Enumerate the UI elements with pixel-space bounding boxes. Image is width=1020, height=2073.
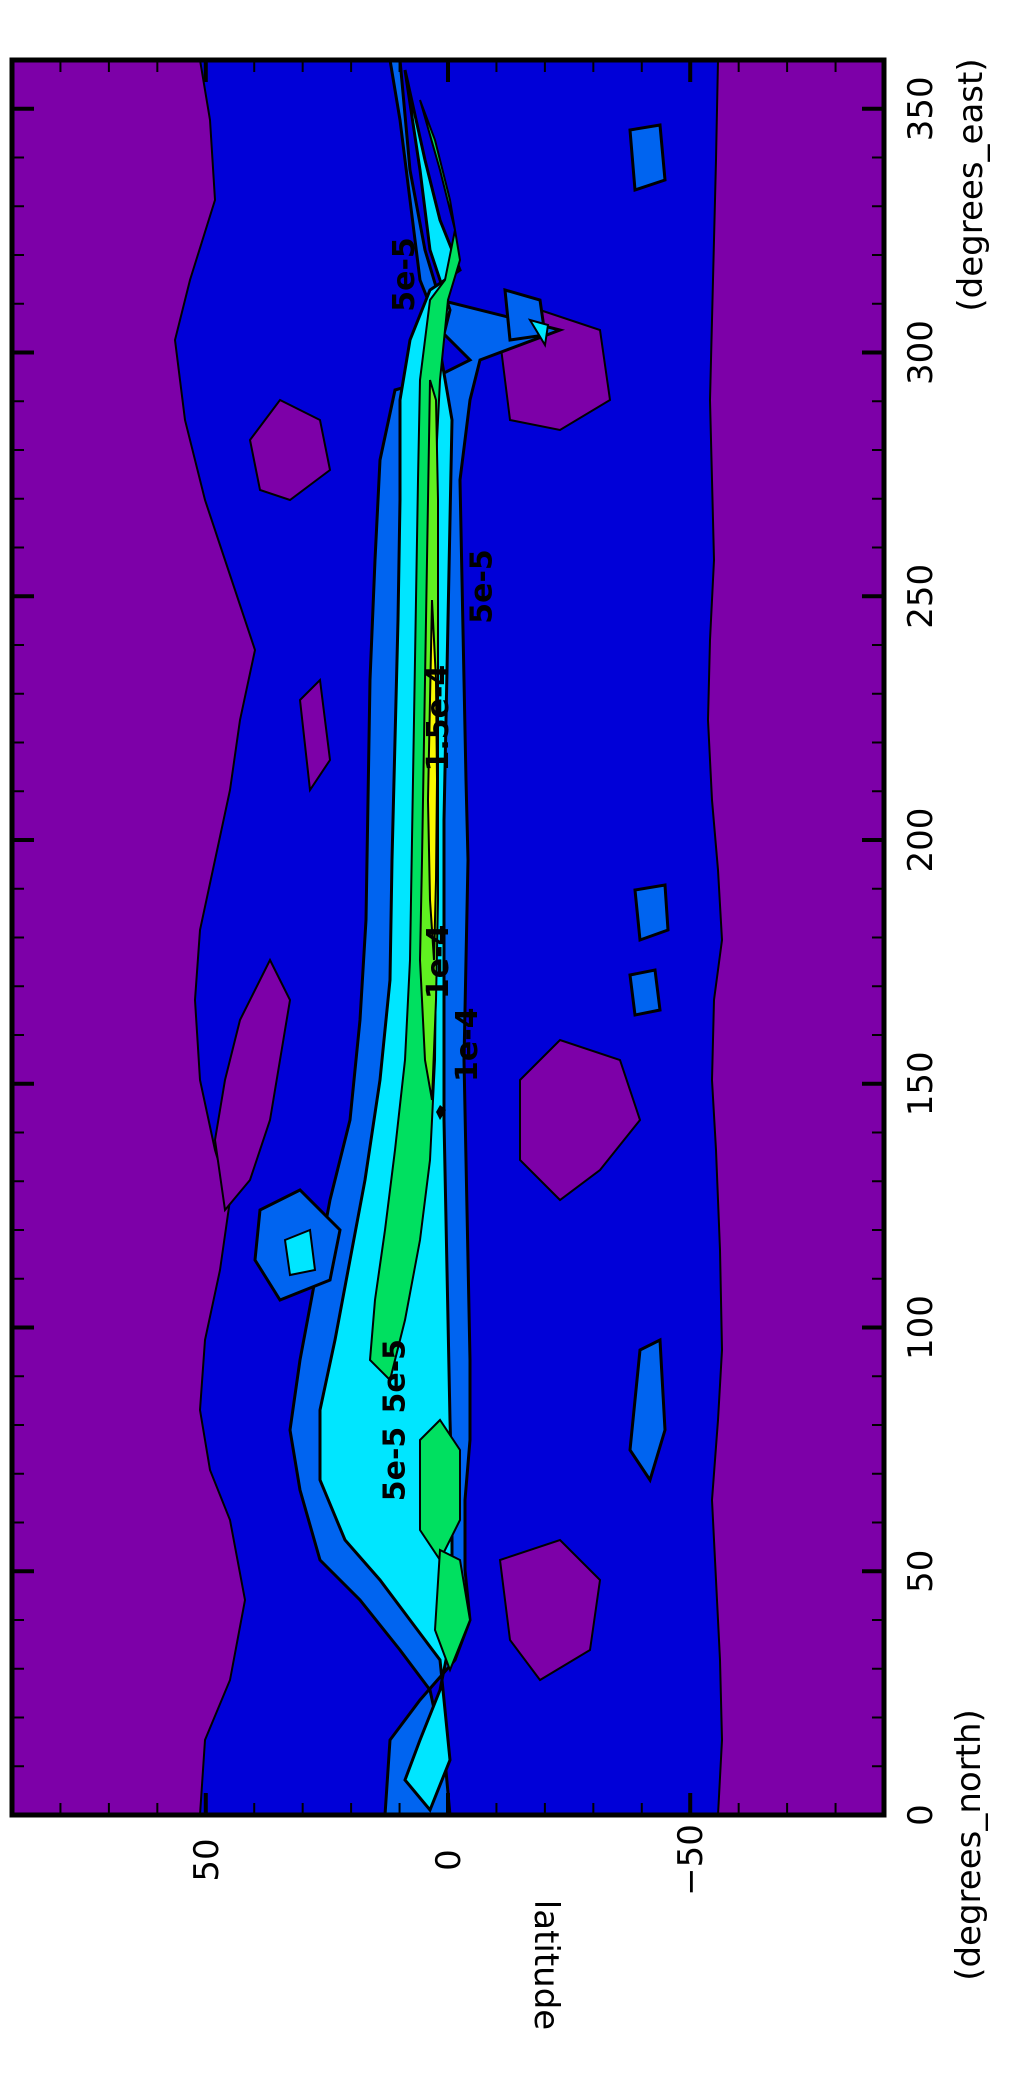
contour-label: 5e-5 bbox=[465, 549, 500, 624]
fill-purple-island bbox=[498, 1538, 602, 1682]
fill-purple-island bbox=[248, 398, 332, 502]
y-tick-label: 150 bbox=[901, 1051, 941, 1116]
fill-dark-blob bbox=[436, 1105, 446, 1120]
contour-label: 5e-5 bbox=[387, 237, 422, 312]
fill-cyan-blob bbox=[527, 318, 550, 348]
contour-labels: 5e-5 5e-5 5e-5 5e-5 1.5e-4 1e-4 1e-4 bbox=[377, 237, 499, 1501]
fill-purple-island bbox=[519, 1038, 642, 1202]
fill-medium-blue-blob bbox=[628, 1337, 667, 1484]
contour-label: 1e-4 bbox=[421, 925, 456, 1000]
y-tick-label: 200 bbox=[901, 808, 941, 873]
y-tick-label: 350 bbox=[901, 76, 941, 141]
y-axis-units: (degrees_east) bbox=[951, 58, 991, 311]
fill-purple-island bbox=[213, 957, 292, 1213]
fill-green-blob bbox=[433, 1548, 472, 1673]
fill-green-band bbox=[368, 99, 462, 1382]
y-tick-label: 50 bbox=[901, 1550, 941, 1593]
fill-yellow-core bbox=[426, 599, 439, 961]
contour-label: 5e-5 bbox=[377, 1427, 412, 1502]
x-axis-ticks: 50 0 −50 bbox=[59, 60, 837, 1896]
y-tick-label: 300 bbox=[901, 320, 941, 385]
y-axis-ticks: 0 50 100 150 200 250 300 350 bbox=[12, 59, 941, 1826]
contour-label: 1e-4 bbox=[450, 1007, 485, 1082]
plot-area bbox=[12, 60, 884, 1815]
y-tick-label: 250 bbox=[901, 564, 941, 629]
fill-purple-island bbox=[298, 677, 332, 793]
fill-green-blob bbox=[419, 1418, 461, 1562]
x-axis-units: (degrees_north) bbox=[949, 1709, 989, 1981]
x-axis-label: latitude bbox=[526, 1900, 566, 2030]
x-tick-label: 50 bbox=[187, 1838, 227, 1881]
x-tick-label: −50 bbox=[671, 1824, 711, 1896]
contour-label: 5e-5 bbox=[377, 1339, 412, 1414]
y-tick-label: 100 bbox=[901, 1295, 941, 1360]
fill-medium-blue-blob bbox=[628, 123, 667, 193]
fill-cyan-blob bbox=[283, 1228, 317, 1277]
y-tick-label: 0 bbox=[901, 1804, 941, 1826]
x-tick-label: 0 bbox=[429, 1849, 469, 1871]
contour-label: 1.5e-4 bbox=[421, 665, 456, 772]
fill-medium-blue-blob bbox=[633, 883, 670, 943]
fill-medium-blue-blob bbox=[628, 968, 662, 1017]
